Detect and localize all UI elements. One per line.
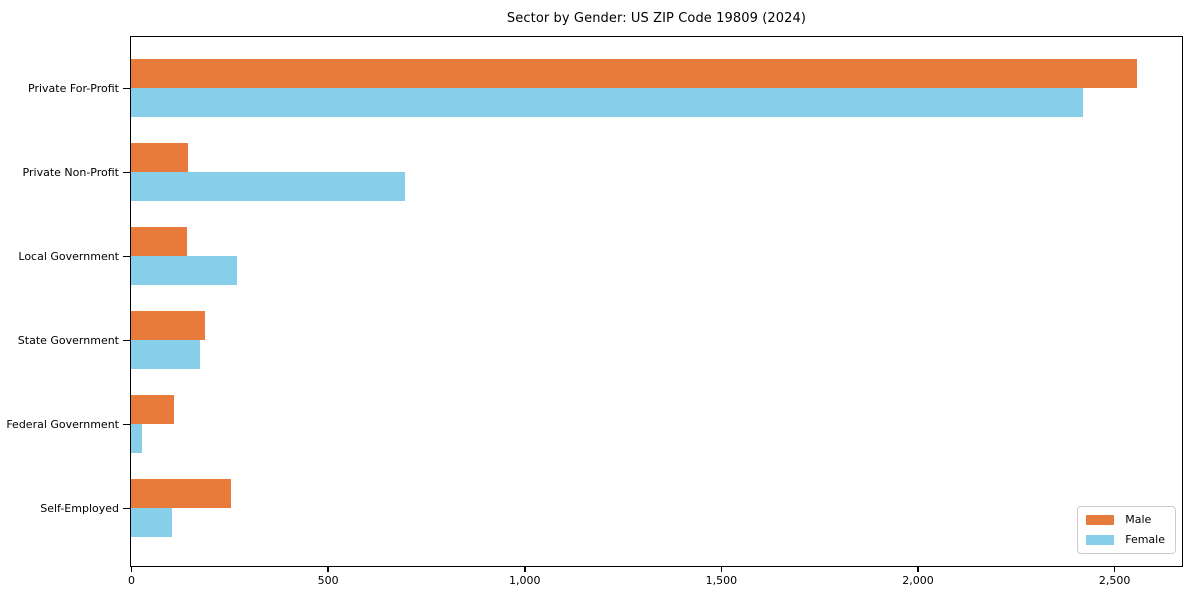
x-tick-mark [327, 567, 329, 572]
bar-group-private-for-profit [131, 59, 1182, 117]
bar-female-private-for-profit [131, 88, 1084, 117]
y-tick-mark [123, 255, 130, 258]
y-tick-label-local-government: Local Government [18, 249, 119, 263]
y-tick-mark [123, 507, 130, 510]
female-color-swatch [1086, 535, 1115, 545]
x-tick-mark [1113, 567, 1116, 572]
bar-male-private-for-profit [131, 59, 1138, 88]
bar-group-state-government [131, 311, 1182, 369]
bar-group-self-employed [131, 479, 1182, 537]
legend: Male Female [1077, 506, 1176, 554]
bar-female-private-non-profit [131, 172, 405, 201]
bar-female-federal-government [131, 424, 143, 453]
bar-female-local-government [131, 256, 238, 285]
x-tick-label-2-000: 2,000 [902, 574, 934, 587]
legend-label-female: Female [1125, 533, 1165, 546]
bar-male-self-employed [131, 479, 231, 508]
bar-female-state-government [131, 340, 200, 369]
bar-male-local-government [131, 227, 187, 256]
male-color-swatch [1086, 515, 1115, 525]
y-tick-mark [123, 423, 130, 426]
chart-title: Sector by Gender: US ZIP Code 19809 (202… [506, 11, 807, 26]
bar-male-state-government [131, 311, 205, 340]
x-tick-label-0: 0 [128, 574, 135, 587]
x-tick-label-1-000: 1,000 [509, 574, 541, 587]
y-tick-mark [123, 339, 130, 342]
y-tick-mark [123, 87, 130, 90]
x-tick-mark [130, 567, 133, 572]
bar-group-local-government [131, 227, 1182, 285]
y-tick-label-state-government: State Government [17, 333, 119, 347]
bar-group-federal-government [131, 395, 1182, 453]
y-tick-label-federal-government: Federal Government [6, 417, 119, 431]
bar-female-self-employed [131, 508, 172, 537]
plot-area: Male Female [130, 36, 1183, 567]
x-tick-label-500: 500 [317, 574, 339, 587]
x-tick-mark [720, 567, 723, 572]
y-tick-label-self-employed: Self-Employed [40, 501, 119, 515]
bar-group-private-non-profit [131, 143, 1182, 201]
legend-label-male: Male [1125, 513, 1152, 526]
bar-male-federal-government [131, 395, 175, 424]
legend-item-male: Male [1086, 514, 1165, 526]
y-tick-mark [123, 171, 130, 174]
x-tick-mark [917, 567, 919, 572]
x-tick-label-2-500: 2,500 [1098, 574, 1131, 587]
y-tick-label-private-for-profit: Private For-Profit [28, 81, 119, 95]
x-tick-mark [524, 567, 526, 572]
bar-male-private-non-profit [131, 143, 188, 172]
y-tick-label-private-non-profit: Private Non-Profit [22, 165, 119, 179]
x-tick-label-1-500: 1,500 [705, 574, 738, 587]
legend-item-female: Female [1086, 534, 1165, 546]
